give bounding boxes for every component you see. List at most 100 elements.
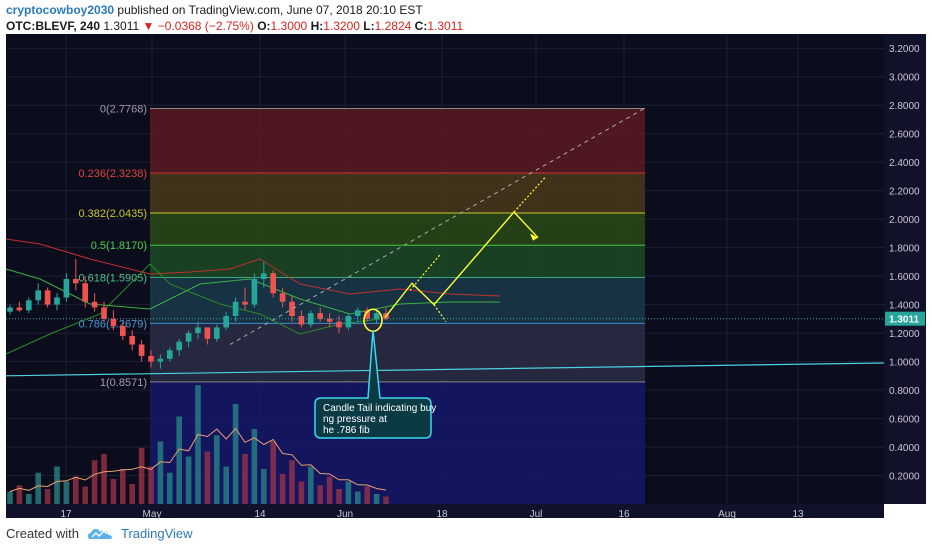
header-line-2: OTC:BLEVF, 240 1.3011 ▼ −0.0368 (−2.75%)… xyxy=(6,18,463,34)
y-tick-label: 1.8000 xyxy=(889,244,920,255)
candle-body xyxy=(232,301,239,316)
candle-body xyxy=(195,327,201,334)
y-tick-label: 0.2000 xyxy=(889,472,920,483)
candle-body xyxy=(35,290,42,301)
close-label: C: xyxy=(414,19,428,33)
candle-body xyxy=(185,333,192,342)
volume-bar xyxy=(204,451,211,504)
y-tick-label: 1.6000 xyxy=(889,272,920,283)
volume-bar xyxy=(383,496,389,504)
fib-level-label: 0.618(1.5905) xyxy=(79,272,148,284)
volume-bar xyxy=(373,494,380,504)
price-chart[interactable]: 0.2000 0.4000 0.6000 0.8000 1.0000 1.2000 1.40… xyxy=(0,34,932,522)
candle-body xyxy=(317,313,324,319)
y-tick-label: 2.6000 xyxy=(889,130,920,141)
volume-bar xyxy=(110,479,117,504)
candle-body xyxy=(204,327,211,339)
volume-bar xyxy=(35,472,42,504)
x-tick-label: 17 xyxy=(60,509,72,520)
support-trendline xyxy=(5,362,885,377)
fib-level-label: 0.382(2.0435) xyxy=(79,208,148,220)
volume-bar xyxy=(195,385,201,504)
last-price-badge xyxy=(885,311,925,326)
y-tick-label: 0.6000 xyxy=(889,415,920,426)
candle-body xyxy=(336,321,342,328)
published-text: published on TradingView.com, June 07, 2… xyxy=(117,3,423,17)
y-tick-label: 3.0000 xyxy=(889,73,920,84)
candle-body xyxy=(129,335,136,345)
price-axis-background xyxy=(884,34,926,504)
volume-bar xyxy=(176,416,183,504)
cloud-line-red xyxy=(5,238,501,297)
volume-bar xyxy=(317,485,324,504)
y-tick-label: 2.0000 xyxy=(889,215,920,226)
candle-body xyxy=(91,301,98,308)
x-tick-label: May xyxy=(143,509,162,520)
volume-bar xyxy=(25,494,32,504)
symbol-label[interactable]: OTC:BLEVF, 240 xyxy=(6,19,101,33)
candle-body xyxy=(270,273,277,294)
tradingview-logo-icon xyxy=(87,528,112,539)
candle-body xyxy=(44,290,51,305)
candle-body xyxy=(25,300,32,311)
candle-body xyxy=(54,297,60,305)
fib-level-label: 1(0.8571) xyxy=(100,377,147,389)
x-tick-label: 16 xyxy=(618,509,630,520)
fib-zone xyxy=(150,108,645,174)
y-tick-label: 0.4000 xyxy=(889,443,920,454)
volume-bar xyxy=(166,472,173,504)
fib-level-label: 0.5(1.8170) xyxy=(91,240,147,252)
x-tick-label: 13 xyxy=(792,509,804,520)
candle-body xyxy=(119,325,126,336)
candle-body xyxy=(63,278,70,298)
last-price: 1.3011 xyxy=(103,19,140,33)
low-label: L: xyxy=(363,19,375,33)
volume-bar xyxy=(72,476,79,504)
candle-body xyxy=(298,316,305,325)
fib-zone xyxy=(150,212,645,246)
volume-bar xyxy=(289,460,295,504)
candle-body xyxy=(251,278,258,305)
candle-body xyxy=(110,318,117,326)
header-line-1: cryptocowboy2030 published on TradingVie… xyxy=(6,2,463,18)
candle-body xyxy=(7,307,13,312)
fib-zone xyxy=(150,277,645,324)
volume-bar xyxy=(345,481,352,504)
candle-body xyxy=(373,313,380,319)
y-tick-label: 2.8000 xyxy=(889,101,920,112)
annotation-text: Candle Tail indicating buy ng pressure at… xyxy=(323,403,436,436)
tradingview-brand[interactable]: TradingView xyxy=(120,526,193,541)
volume-bar xyxy=(119,469,126,504)
close-value: 1.3011 xyxy=(427,19,464,33)
volume-bar xyxy=(336,489,342,504)
volume-bar xyxy=(364,486,371,504)
volume-bar xyxy=(82,486,89,504)
candle-body xyxy=(242,301,248,305)
chart-header: cryptocowboy2030 published on TradingVie… xyxy=(6,2,463,34)
candle-body xyxy=(326,318,333,322)
candle-body xyxy=(82,283,89,302)
annotation-callout xyxy=(314,330,432,439)
open-label: O: xyxy=(257,19,271,33)
y-tick-label: 1.0000 xyxy=(889,358,920,369)
candle-body xyxy=(213,327,220,339)
candle-body xyxy=(223,316,230,328)
down-arrow-icon: ▼ xyxy=(142,19,155,33)
volume-ma-line xyxy=(9,427,387,492)
candle-body xyxy=(176,341,183,351)
volume-bar xyxy=(138,447,145,504)
open-value: 1.3000 xyxy=(270,19,308,33)
created-with-label: Created with xyxy=(6,526,79,541)
author-link[interactable]: cryptocowboy2030 xyxy=(6,3,115,17)
chikou-line xyxy=(5,263,381,355)
cloud-line-green xyxy=(5,268,500,315)
time-axis-background xyxy=(6,504,884,518)
volume-bar xyxy=(16,485,23,504)
volume-bar xyxy=(185,456,192,504)
fib-zone xyxy=(150,245,645,278)
candle-body xyxy=(260,273,267,279)
low-value: 1.2824 xyxy=(374,19,412,33)
volume-bar xyxy=(91,460,98,504)
candle-body xyxy=(157,358,164,362)
candle-body xyxy=(279,293,286,302)
